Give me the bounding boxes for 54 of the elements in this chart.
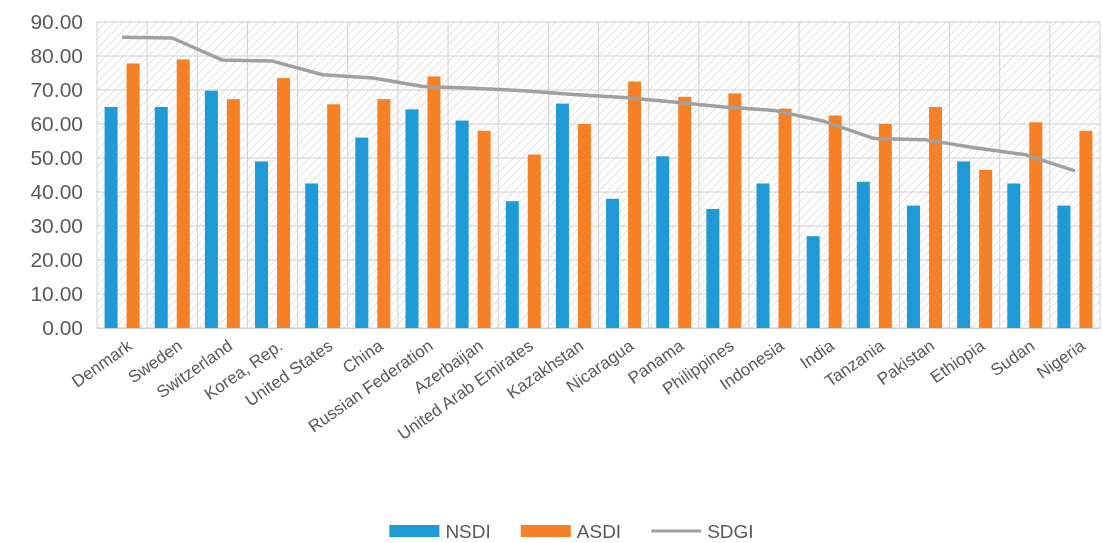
bar bbox=[906, 205, 920, 328]
bar bbox=[555, 103, 569, 328]
bar bbox=[606, 198, 620, 328]
bar bbox=[656, 156, 670, 328]
y-tick-label: 80.00 bbox=[30, 44, 83, 68]
y-tick-label: 50.00 bbox=[30, 146, 83, 170]
bar bbox=[277, 78, 291, 328]
bar bbox=[104, 107, 118, 328]
bar bbox=[957, 161, 971, 328]
bar bbox=[154, 107, 168, 328]
bar bbox=[628, 81, 642, 328]
legend-label: NSDI bbox=[445, 520, 491, 542]
legend-label: SDGI bbox=[707, 520, 754, 542]
y-tick-label: 40.00 bbox=[30, 180, 83, 204]
bar bbox=[355, 137, 369, 328]
bar bbox=[176, 59, 190, 328]
bar bbox=[455, 120, 469, 328]
y-tick-label: 20.00 bbox=[30, 248, 83, 272]
y-tick-label: 90.00 bbox=[30, 10, 83, 34]
bar bbox=[728, 93, 742, 328]
bar bbox=[477, 130, 491, 328]
bar bbox=[878, 124, 892, 328]
y-tick-label: 60.00 bbox=[30, 112, 83, 136]
bar bbox=[305, 183, 319, 328]
bar bbox=[778, 108, 792, 328]
bar bbox=[427, 76, 441, 328]
bar bbox=[377, 99, 391, 328]
y-tick-label: 0.00 bbox=[42, 316, 83, 340]
bar bbox=[327, 104, 341, 328]
y-tick-label: 10.00 bbox=[30, 282, 83, 306]
bar bbox=[1029, 122, 1043, 328]
bar bbox=[678, 96, 692, 328]
bar bbox=[204, 90, 218, 328]
legend-label: ASDI bbox=[576, 520, 622, 542]
y-tick-label: 70.00 bbox=[30, 78, 83, 102]
line-series bbox=[120, 35, 1077, 173]
bar bbox=[255, 161, 269, 328]
bar bbox=[505, 201, 519, 328]
bar bbox=[806, 236, 820, 328]
bar bbox=[226, 99, 240, 328]
y-tick-label: 30.00 bbox=[30, 214, 83, 238]
bar bbox=[828, 115, 842, 328]
bar bbox=[979, 169, 993, 328]
bar bbox=[527, 154, 541, 328]
bar bbox=[126, 63, 140, 328]
bar bbox=[706, 209, 720, 328]
bar bbox=[1079, 130, 1093, 328]
bar bbox=[928, 107, 942, 328]
bar bbox=[1057, 205, 1071, 328]
bar bbox=[577, 124, 591, 328]
bar bbox=[856, 181, 870, 328]
bar bbox=[405, 109, 419, 328]
bar bbox=[756, 183, 770, 328]
bar bbox=[1007, 183, 1021, 328]
